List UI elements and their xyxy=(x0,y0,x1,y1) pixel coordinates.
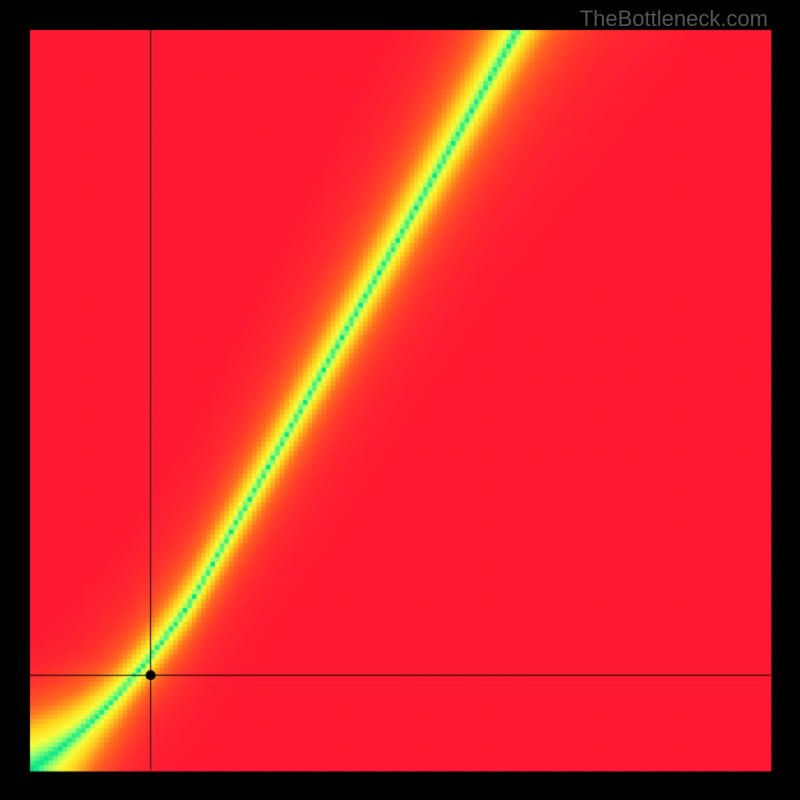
watermark-text: TheBottleneck.com xyxy=(580,6,768,32)
heatmap-canvas xyxy=(0,0,800,800)
chart-container: TheBottleneck.com xyxy=(0,0,800,800)
